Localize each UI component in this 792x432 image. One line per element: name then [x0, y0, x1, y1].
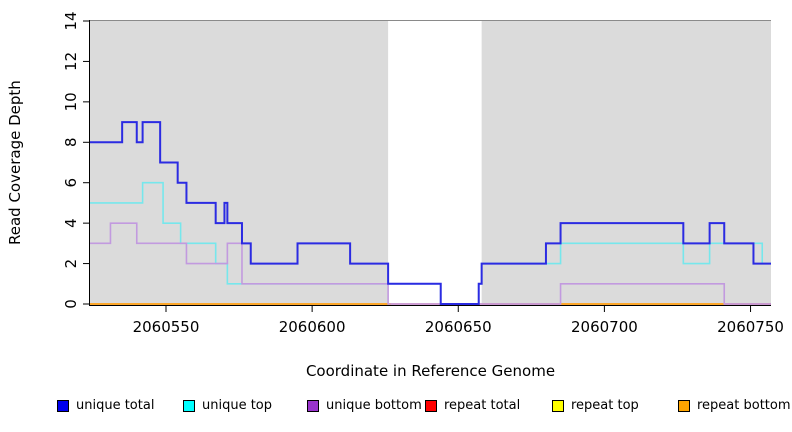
y-tick-label: 2	[62, 259, 80, 269]
x-tick-label: 2060600	[279, 318, 346, 336]
y-tick-label: 4	[62, 218, 80, 228]
x-axis-title: Coordinate in Reference Genome	[305, 362, 556, 380]
y-tick-label: 10	[62, 92, 80, 111]
x-tick-label: 2060750	[717, 318, 784, 336]
y-tick-label: 8	[62, 138, 80, 148]
series-line-unique-bottom	[90, 222, 771, 305]
x-tick-label: 2060700	[571, 318, 638, 336]
y-tick-label: 14	[62, 11, 80, 30]
y-tick-label: 12	[62, 52, 80, 71]
x-tick-label: 2060550	[133, 318, 200, 336]
x-tick-label: 2060650	[425, 318, 492, 336]
series-line-unique-total	[90, 121, 771, 305]
y-tick-label: 6	[62, 178, 80, 188]
y-tick-label: 0	[62, 299, 80, 309]
shaded-region	[481, 20, 771, 305]
shaded-region	[90, 20, 389, 305]
y-axis-title: Read Coverage Depth	[6, 80, 24, 245]
